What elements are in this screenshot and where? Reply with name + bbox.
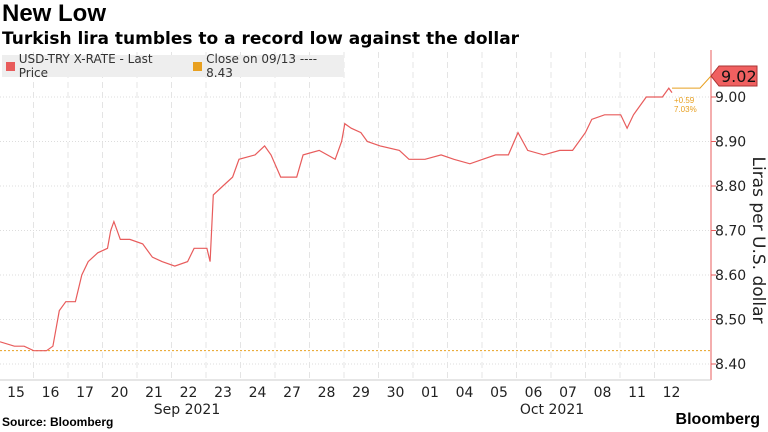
legend-close: Close on 09/13 ---- 8.43 [206,52,318,80]
x-tick-label: 04 [456,385,474,401]
change-pct-label: 7.03% [674,105,697,114]
x-tick-label: 17 [76,385,94,401]
x-tick-label: 08 [594,385,612,401]
x-tick-label: 30 [387,385,405,401]
y-tick-label: 9.00 [715,90,746,106]
y-axis-label: Liras per U.S. dollar [748,157,768,324]
x-tick-label: 23 [214,385,232,401]
bloomberg-logo: Bloomberg [675,411,760,428]
month-label: Sep 2021 [154,402,220,418]
legend-swatch-price [6,61,15,71]
chart-title: New Low [2,0,107,27]
change-label: +0.59 [674,96,695,105]
y-tick-label: 8.60 [715,268,746,284]
x-tick-label: 16 [42,385,60,401]
source: Source: Bloomberg [2,415,114,429]
x-tick-label: 21 [145,385,163,401]
last-value-leader [672,75,712,89]
month-label: Oct 2021 [520,402,584,418]
x-tick-label: 29 [352,385,370,401]
y-tick-label: 8.70 [715,224,746,240]
legend-swatch-close [193,61,203,71]
y-tick-label: 8.90 [715,135,746,151]
x-tick-label: 28 [318,385,336,401]
y-tick-label: 8.80 [715,179,746,195]
x-tick-label: 12 [663,385,681,401]
x-tick-label: 22 [180,385,198,401]
price-series-line [0,87,673,352]
x-tick-label: 27 [283,385,301,401]
x-tick-label: 05 [490,385,508,401]
legend-price: USD-TRY X-RATE - Last Price [18,52,153,80]
x-tick-label: 06 [525,385,543,401]
y-tick-label: 8.50 [715,313,746,329]
x-tick-label: 20 [111,385,129,401]
y-tick-label: 8.40 [715,357,746,373]
x-tick-label: 07 [559,385,577,401]
x-tick-label: 15 [7,385,25,401]
legend: USD-TRY X-RATE - Last Price Close on 09/… [2,52,344,80]
x-tick-label: 24 [249,385,267,401]
chart-subtitle: Turkish lira tumbles to a record low aga… [2,29,520,49]
last-value-label: 9.02 [721,67,757,86]
x-tick-label: 11 [628,385,646,401]
last-value-badge [710,65,758,87]
x-tick-label: 01 [421,385,439,401]
